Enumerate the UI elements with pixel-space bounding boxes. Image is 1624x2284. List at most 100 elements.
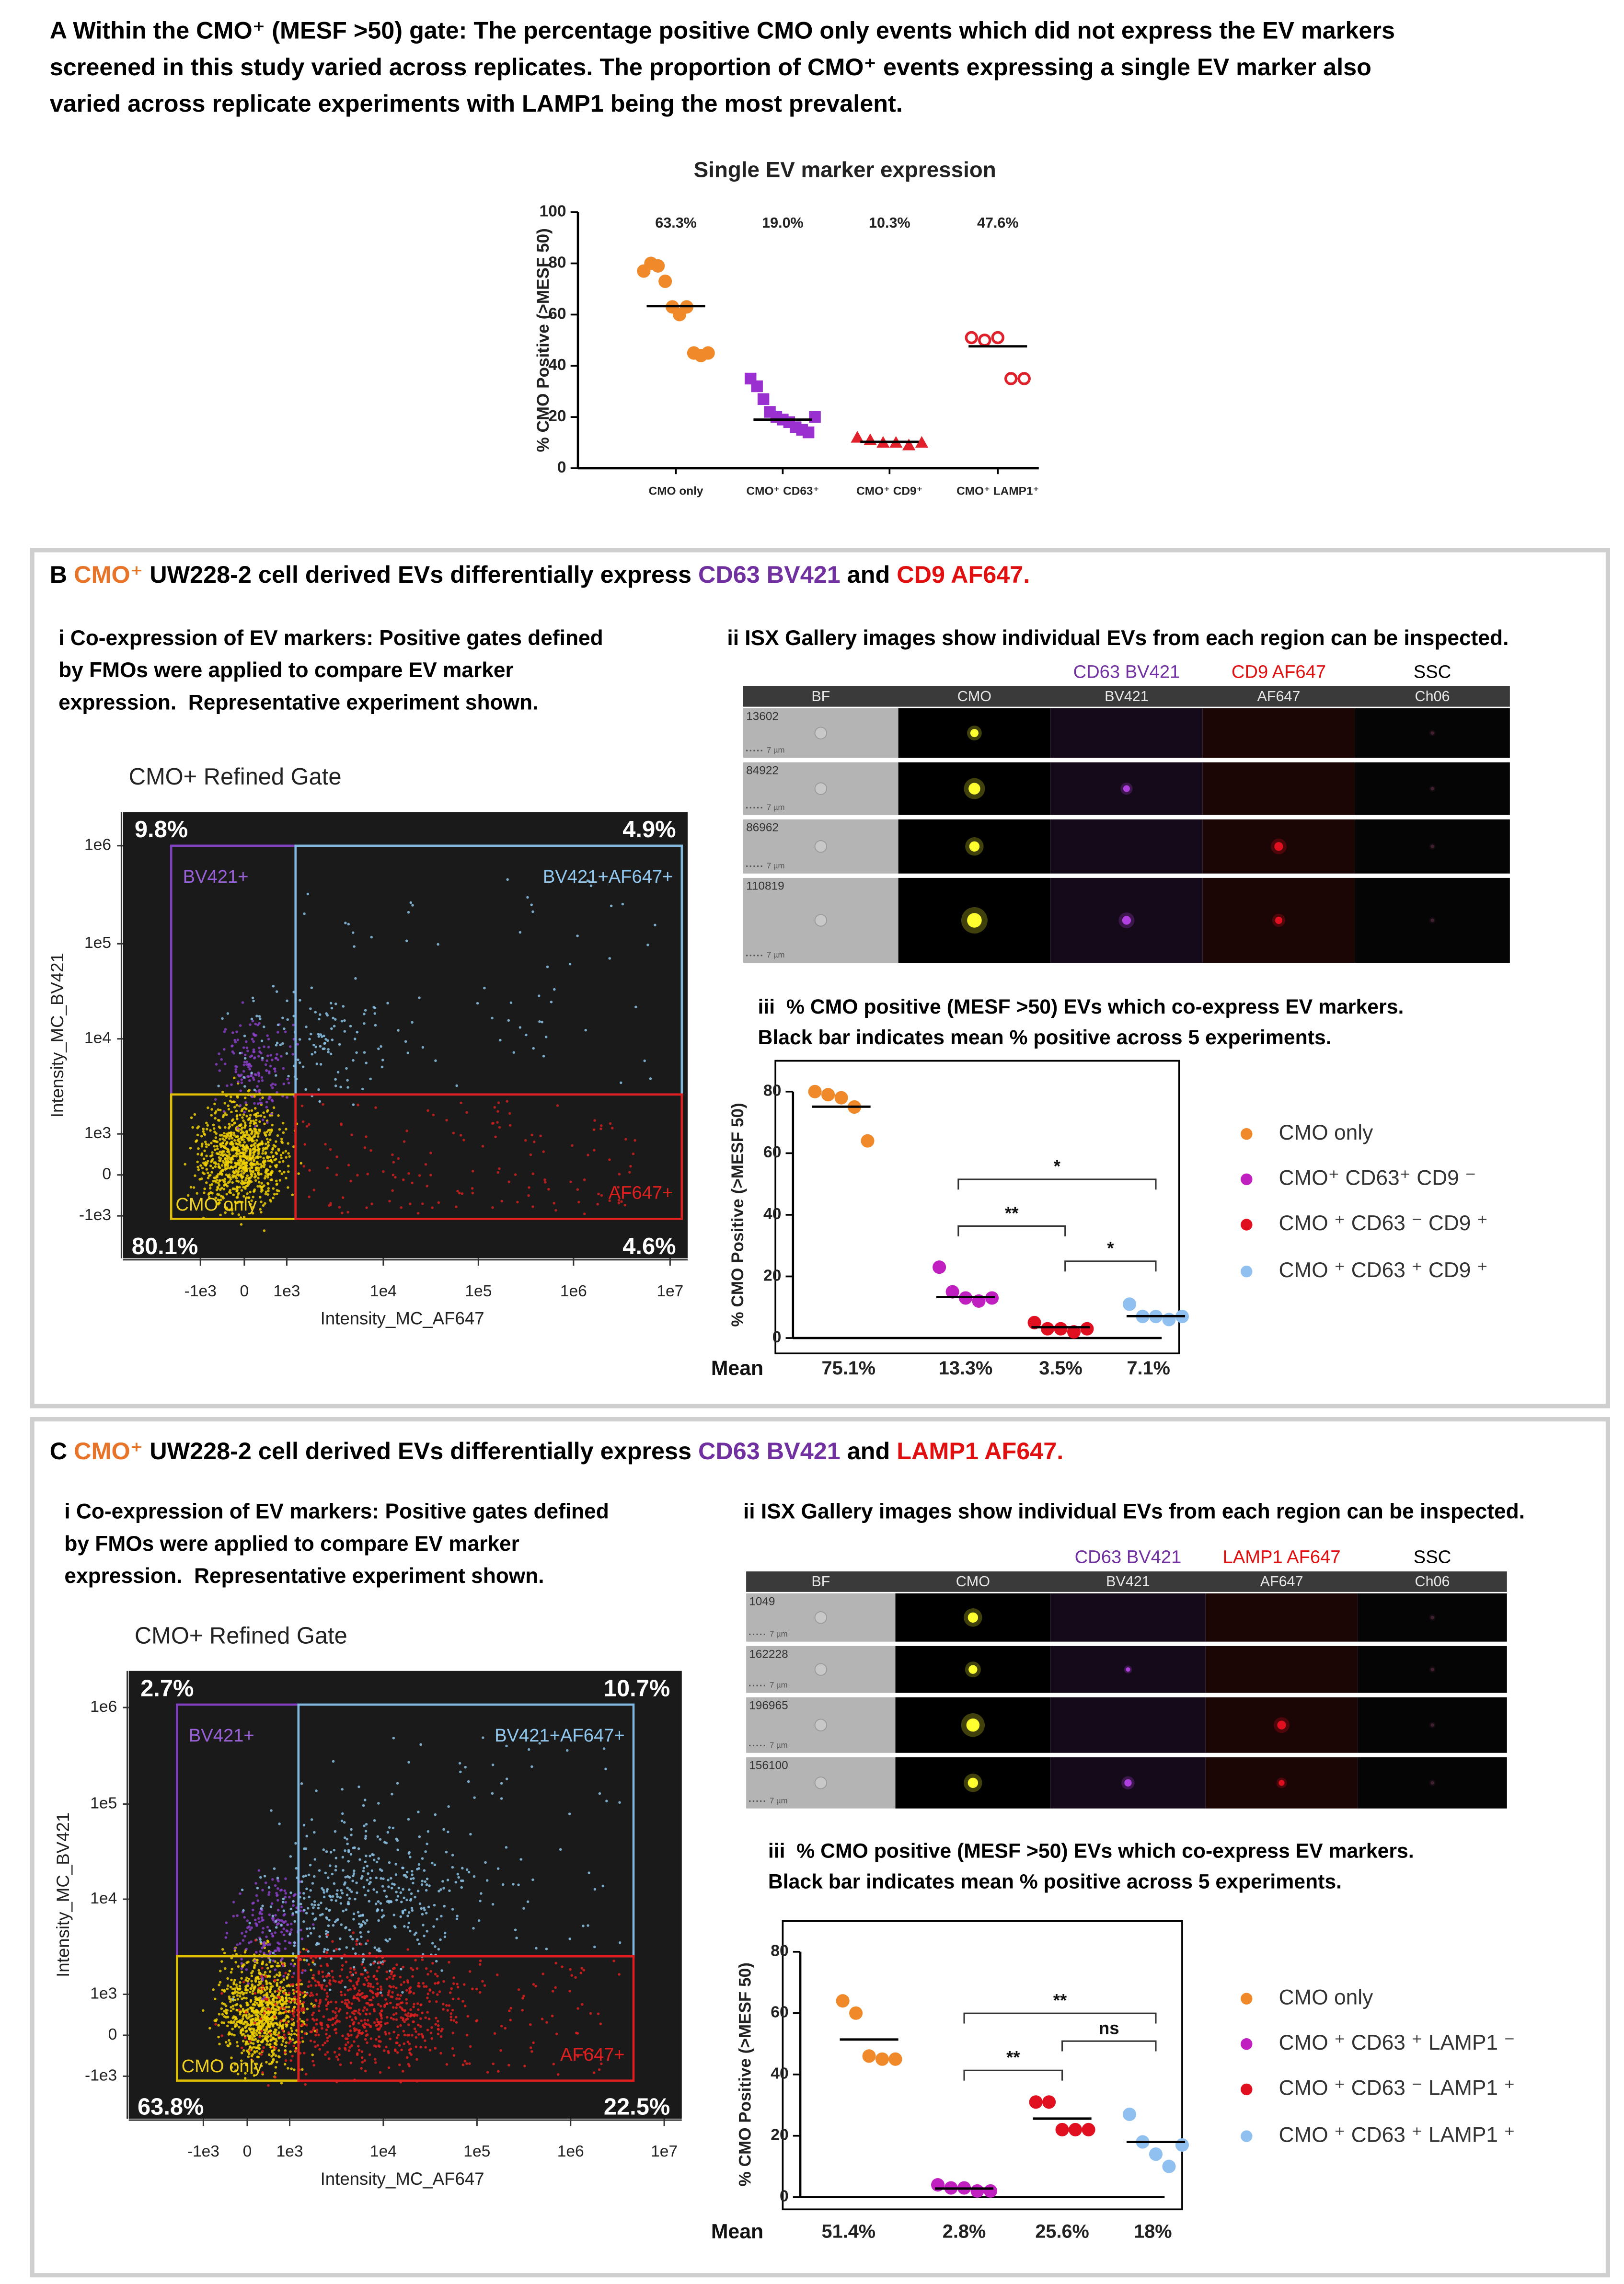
event-dot bbox=[253, 1102, 256, 1105]
event-dot bbox=[284, 2051, 287, 2054]
event-dot bbox=[221, 1137, 224, 1141]
event-dot bbox=[547, 1188, 550, 1191]
gate-percentage: 80.1% bbox=[132, 1234, 198, 1259]
event-dot bbox=[482, 1736, 484, 1739]
event-dot bbox=[232, 1901, 235, 1903]
event-dot bbox=[271, 2061, 274, 2064]
event-dot bbox=[340, 1889, 343, 1892]
event-dot bbox=[369, 1998, 373, 2002]
event-dot bbox=[274, 2047, 277, 2050]
event-dot bbox=[311, 2060, 314, 2063]
event-dot bbox=[217, 1182, 220, 1185]
event-dot bbox=[271, 2045, 274, 2049]
event-dot bbox=[344, 1849, 346, 1852]
event-dot bbox=[334, 2011, 337, 2014]
event-dot bbox=[395, 2018, 398, 2021]
event-dot bbox=[302, 2007, 305, 2010]
event-dot bbox=[383, 1960, 386, 1962]
event-dot bbox=[375, 1860, 379, 1864]
event-dot bbox=[284, 1947, 287, 1950]
event-dot bbox=[364, 1799, 367, 1801]
event-dot bbox=[555, 2032, 558, 2035]
event-dot bbox=[587, 1871, 590, 1874]
event-dot bbox=[374, 1993, 378, 1996]
event-dot bbox=[568, 1812, 571, 1815]
event-dot bbox=[249, 1055, 252, 1058]
event-dot bbox=[260, 1140, 264, 1143]
event-dot bbox=[207, 1143, 210, 1146]
event-dot bbox=[261, 2035, 264, 2038]
event-dot bbox=[253, 2011, 256, 2014]
event-dot bbox=[352, 1931, 355, 1934]
event-dot bbox=[275, 2029, 278, 2031]
event-dot bbox=[390, 1973, 393, 1976]
event-dot bbox=[220, 1960, 223, 1963]
event-dot bbox=[227, 1107, 230, 1111]
event-dot bbox=[222, 1184, 226, 1187]
mean-label: 3.5% bbox=[1039, 1358, 1082, 1379]
event-dot bbox=[268, 1990, 272, 1993]
stain-label: CD9 AF647 bbox=[1232, 662, 1326, 682]
event-dot bbox=[363, 2059, 366, 2062]
event-dot bbox=[258, 2043, 261, 2047]
event-dot bbox=[340, 1020, 344, 1023]
cmo-spot bbox=[967, 913, 982, 928]
event-dot bbox=[220, 1992, 223, 1995]
event-dot bbox=[426, 1992, 430, 1996]
event-dot bbox=[326, 1973, 330, 1976]
event-dot bbox=[285, 2025, 288, 2028]
event-dot bbox=[353, 945, 356, 948]
event-dot bbox=[269, 1950, 272, 1953]
event-dot bbox=[277, 1149, 280, 1152]
event-dot bbox=[314, 1011, 317, 1014]
event-dot bbox=[552, 1990, 554, 1993]
event-dot bbox=[435, 1960, 438, 1963]
event-dot bbox=[341, 1892, 344, 1895]
event-dot bbox=[232, 1193, 235, 1196]
event-dot bbox=[392, 1977, 394, 1980]
event-dot bbox=[388, 1826, 391, 1829]
event-dot bbox=[250, 1926, 253, 1929]
x-tick-label: 1e3 bbox=[276, 2143, 303, 2160]
event-dot bbox=[399, 1915, 403, 1918]
event-dot bbox=[343, 1019, 346, 1022]
event-dot bbox=[276, 1058, 279, 1061]
legend-marker bbox=[1241, 1128, 1253, 1140]
event-dot bbox=[398, 2063, 401, 2066]
event-dot bbox=[348, 1928, 351, 1932]
event-dot bbox=[369, 1855, 371, 1857]
event-dot bbox=[317, 1033, 320, 1036]
event-dot bbox=[219, 1213, 222, 1217]
event-dot bbox=[214, 1117, 217, 1120]
event-dot bbox=[242, 1076, 245, 1079]
event-dot bbox=[298, 1038, 301, 1041]
event-dot bbox=[304, 1088, 307, 1091]
event-dot bbox=[314, 1998, 317, 2002]
event-dot bbox=[392, 1985, 395, 1988]
event-dot bbox=[233, 1987, 236, 1990]
event-dot bbox=[285, 1156, 288, 1159]
event-dot bbox=[340, 1923, 343, 1926]
event-dot bbox=[370, 1869, 374, 1872]
event-dot bbox=[197, 1168, 200, 1171]
mean-label: 18% bbox=[1134, 2221, 1172, 2242]
event-dot bbox=[263, 2031, 266, 2035]
event-dot bbox=[240, 2019, 243, 2022]
event-dot bbox=[481, 1145, 484, 1148]
event-dot bbox=[340, 1979, 344, 1983]
event-dot bbox=[260, 1039, 264, 1042]
event-dot bbox=[353, 2040, 356, 2043]
event-dot bbox=[240, 2010, 242, 2013]
x-tick-label: 0 bbox=[240, 1282, 249, 1300]
event-dot bbox=[245, 2040, 248, 2043]
event-dot bbox=[363, 1022, 366, 1025]
event-dot bbox=[463, 1983, 466, 1986]
event-dot bbox=[277, 2049, 280, 2052]
event-dot bbox=[531, 1878, 534, 1881]
event-dot bbox=[395, 2003, 399, 2006]
data-point bbox=[983, 2184, 998, 2198]
event-dot bbox=[308, 1195, 311, 1199]
event-dot bbox=[237, 1213, 241, 1216]
y-axis-label: Intensity_MC_BV421 bbox=[47, 953, 67, 1118]
event-dot bbox=[315, 2022, 318, 2026]
